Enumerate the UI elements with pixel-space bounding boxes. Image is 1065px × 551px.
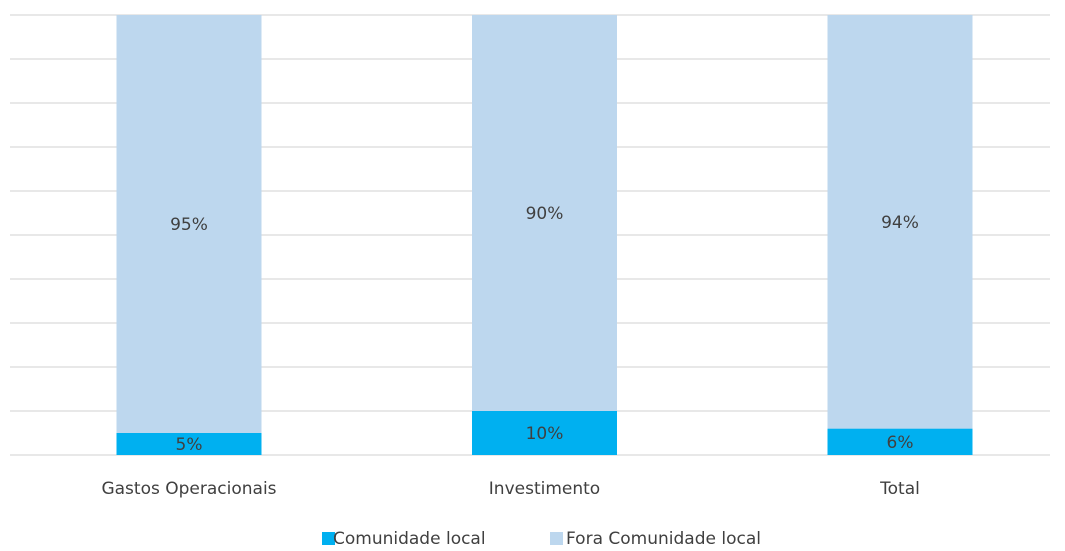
legend-swatch (322, 532, 335, 545)
data-label: 5% (176, 435, 203, 455)
bar-segment (472, 15, 617, 411)
data-label: 95% (170, 215, 208, 235)
bar-segment (116, 433, 262, 455)
bar-segment (472, 411, 617, 455)
x-tick-label: Total (879, 479, 920, 499)
x-tick-label: Investimento (489, 479, 600, 499)
bar-segment (827, 428, 973, 455)
data-label: 6% (887, 433, 914, 453)
legend-label: Fora Comunidade local (566, 529, 761, 547)
data-label: 10% (526, 424, 564, 444)
data-label: 90% (526, 204, 564, 224)
legend-label: Comunidade local (333, 529, 486, 547)
bar-segment (827, 15, 973, 429)
bar-segment (116, 15, 262, 433)
legend-swatch (550, 532, 563, 545)
x-tick-label: Gastos Operacionais (101, 479, 276, 499)
data-label: 94% (881, 213, 919, 233)
